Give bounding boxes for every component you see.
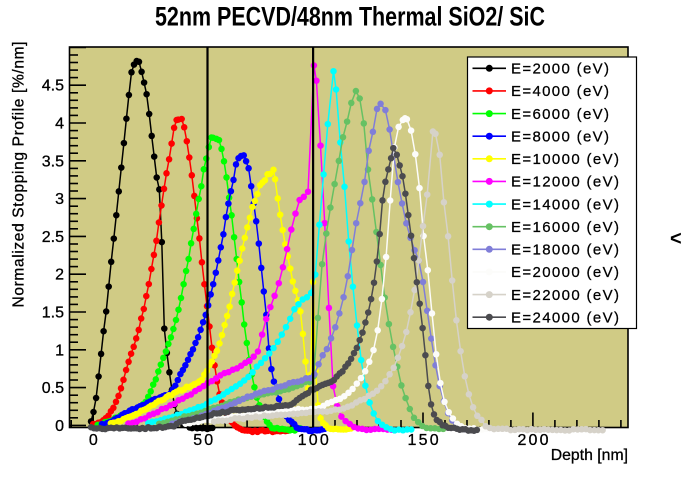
svg-text:E=24000 (eV): E=24000 (eV) — [511, 310, 619, 327]
svg-text:200: 200 — [517, 432, 550, 449]
svg-text:E=6000 (eV): E=6000 (eV) — [511, 106, 609, 123]
svg-text:150: 150 — [408, 432, 441, 449]
svg-text:0: 0 — [55, 418, 64, 435]
svg-text:Depth [nm]: Depth [nm] — [551, 447, 628, 464]
svg-text:E=10000 (eV): E=10000 (eV) — [511, 151, 619, 168]
svg-text:4.5: 4.5 — [42, 78, 64, 95]
svg-text:E=18000 (eV): E=18000 (eV) — [511, 242, 619, 259]
svg-text:E=16000 (eV): E=16000 (eV) — [511, 219, 619, 236]
svg-text:E=14000 (eV): E=14000 (eV) — [511, 196, 619, 213]
svg-text:0.5: 0.5 — [42, 380, 64, 397]
svg-text:50: 50 — [193, 432, 215, 449]
svg-text:0: 0 — [89, 432, 100, 449]
svg-text:E=2000 (eV): E=2000 (eV) — [511, 61, 609, 78]
svg-text:100: 100 — [298, 432, 331, 449]
svg-text:4: 4 — [55, 116, 64, 133]
svg-text:<: < — [670, 228, 682, 250]
svg-text:1: 1 — [55, 342, 64, 359]
svg-text:3.5: 3.5 — [42, 153, 64, 170]
svg-text:E=20000 (eV): E=20000 (eV) — [511, 264, 619, 281]
svg-text:2.5: 2.5 — [42, 229, 64, 246]
svg-text:E=12000 (eV): E=12000 (eV) — [511, 174, 619, 191]
svg-text:3: 3 — [55, 191, 64, 208]
svg-text:2: 2 — [55, 267, 64, 284]
svg-text:E=8000 (eV): E=8000 (eV) — [511, 129, 609, 146]
svg-text:52nm PECVD/48nm Thermal SiO2/: 52nm PECVD/48nm Thermal SiO2/ SiC — [155, 2, 545, 32]
svg-text:1.5: 1.5 — [42, 305, 64, 322]
svg-text:Normalized Stopping Profile [%: Normalized Stopping Profile [%/nm] — [11, 42, 28, 308]
svg-text:E=22000 (eV): E=22000 (eV) — [511, 287, 619, 304]
svg-text:E=4000 (eV): E=4000 (eV) — [511, 83, 609, 100]
